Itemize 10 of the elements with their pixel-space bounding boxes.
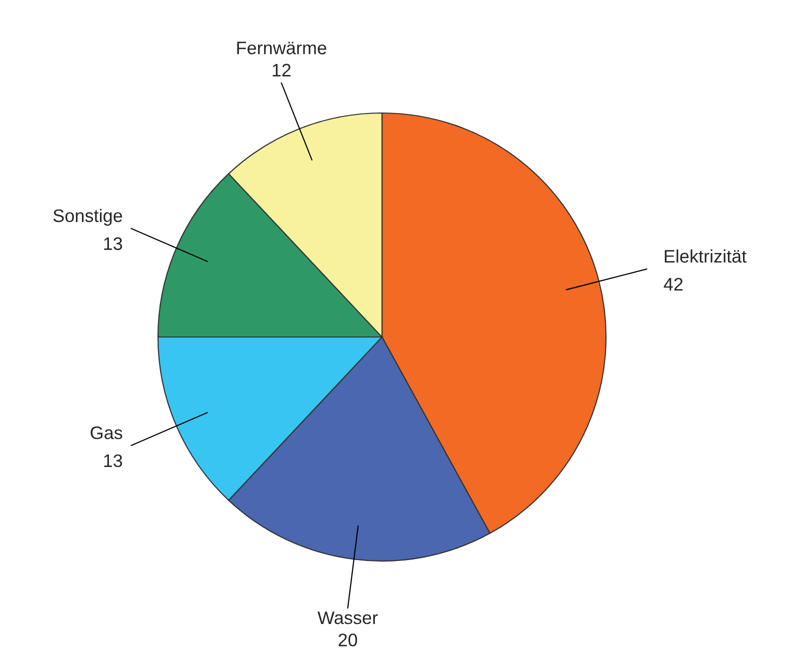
slice-label: Fernwärme <box>237 42 326 54</box>
data-label: 13 <box>104 454 122 468</box>
data-label: 20 <box>338 634 358 646</box>
data-label: 12 <box>272 64 291 76</box>
slice-label: Sonstige <box>53 208 122 226</box>
slice-label: Wasser <box>318 612 378 624</box>
slice-label: Elektrizität <box>664 249 747 263</box>
data-label: 42 <box>664 278 683 290</box>
data-label: 13 <box>104 237 122 250</box>
slice-label: Gas <box>90 426 122 440</box>
